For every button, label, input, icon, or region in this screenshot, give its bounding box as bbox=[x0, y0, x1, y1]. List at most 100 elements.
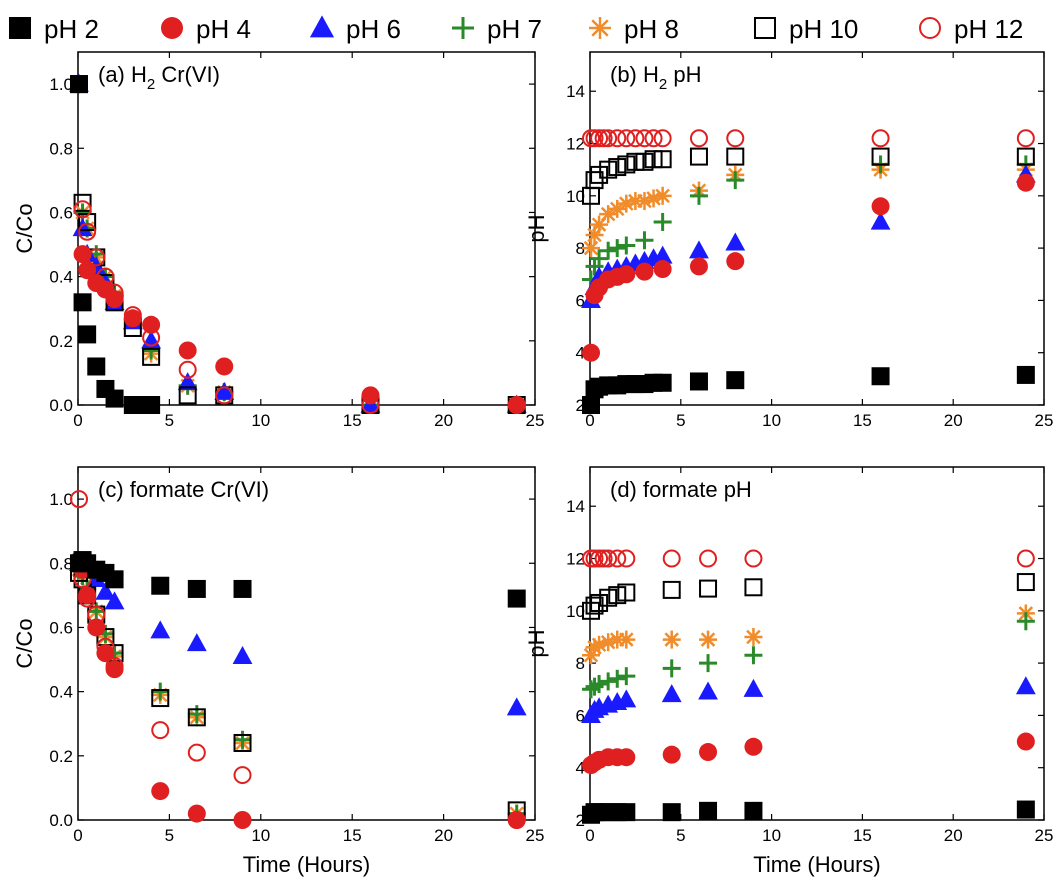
data-point bbox=[635, 152, 654, 171]
plot-frame bbox=[77, 466, 536, 821]
data-point bbox=[689, 257, 708, 276]
data-point bbox=[662, 549, 681, 568]
series-ph-6 bbox=[581, 164, 1036, 309]
data-point bbox=[608, 669, 627, 688]
data-point bbox=[689, 129, 708, 148]
y-tick-label: 0.2 bbox=[49, 332, 73, 351]
data-point bbox=[744, 578, 763, 597]
x-tick-label: 5 bbox=[676, 826, 685, 845]
x-tick-label: 15 bbox=[343, 826, 362, 845]
y-tick-label: 1.0 bbox=[49, 75, 73, 94]
data-point bbox=[233, 733, 252, 752]
data-point bbox=[599, 588, 618, 607]
data-point bbox=[187, 705, 206, 724]
panel-label: (b) H2 pH bbox=[610, 62, 701, 93]
data-point bbox=[96, 637, 115, 656]
data-point bbox=[698, 681, 718, 700]
data-point bbox=[608, 586, 627, 605]
data-point bbox=[582, 239, 600, 258]
data-point bbox=[585, 129, 604, 148]
data-point bbox=[78, 222, 97, 241]
data-point bbox=[653, 150, 672, 169]
data-point bbox=[582, 343, 600, 362]
data-point bbox=[590, 675, 609, 694]
y-axis-title: C/Co bbox=[12, 203, 37, 253]
x-tick-label: 25 bbox=[526, 826, 545, 845]
data-point bbox=[594, 549, 613, 568]
data-point bbox=[608, 129, 627, 148]
data-point bbox=[1016, 612, 1035, 631]
data-point bbox=[599, 672, 618, 691]
data-point bbox=[1016, 147, 1035, 166]
data-point bbox=[599, 241, 618, 260]
data-point bbox=[635, 262, 654, 281]
data-point bbox=[70, 75, 88, 94]
data-point bbox=[689, 372, 708, 391]
data-point bbox=[1016, 573, 1035, 592]
data-point bbox=[594, 129, 613, 148]
series-ph-12 bbox=[582, 549, 1035, 568]
data-point bbox=[699, 579, 718, 598]
data-point bbox=[95, 581, 116, 600]
data-point bbox=[186, 633, 207, 652]
series-ph-12 bbox=[582, 129, 1035, 148]
data-point bbox=[142, 328, 161, 347]
series-ph-10 bbox=[582, 147, 1035, 205]
data-point bbox=[187, 579, 206, 598]
legend-label-ph-4: pH 4 bbox=[196, 14, 251, 44]
data-point bbox=[608, 549, 627, 568]
data-point bbox=[1015, 676, 1036, 695]
y-tick-label: 12 bbox=[566, 550, 585, 569]
data-point bbox=[616, 689, 637, 708]
y-axis-title: pH bbox=[524, 214, 549, 242]
panel-label: (c) formate Cr(VI) bbox=[98, 477, 269, 502]
data-point bbox=[123, 306, 142, 325]
x-tick-label: 5 bbox=[165, 826, 174, 845]
y-tick-label: 12 bbox=[566, 135, 585, 154]
series-group bbox=[69, 490, 527, 829]
y-tick-label: 0.8 bbox=[49, 139, 73, 158]
data-point bbox=[590, 129, 609, 148]
series-ph-8 bbox=[582, 160, 1035, 258]
y-tick-label: 1.0 bbox=[49, 490, 73, 509]
y-tick-label: 14 bbox=[566, 82, 585, 101]
series-ph-8 bbox=[70, 560, 526, 823]
data-point bbox=[585, 549, 604, 568]
data-point bbox=[599, 129, 618, 148]
data-point bbox=[142, 347, 161, 366]
legend-label-ph-10: pH 10 bbox=[789, 14, 858, 44]
data-point bbox=[699, 801, 718, 820]
data-point bbox=[78, 325, 97, 344]
data-point bbox=[96, 267, 115, 286]
y-tick-label: 8 bbox=[576, 654, 585, 673]
data-point bbox=[590, 593, 609, 612]
y-tick-label: 0.6 bbox=[49, 203, 73, 222]
data-point bbox=[617, 667, 636, 686]
data-point bbox=[744, 627, 763, 646]
series-ph-4 bbox=[70, 551, 526, 829]
legend-label-ph-12: pH 12 bbox=[954, 14, 1023, 44]
x-axis-title: Time (Hours) bbox=[243, 852, 371, 877]
legend-label-ph-2: pH 2 bbox=[44, 14, 99, 44]
series-ph-2 bbox=[582, 365, 1035, 414]
data-point bbox=[699, 654, 718, 673]
data-point bbox=[506, 697, 527, 716]
data-point bbox=[142, 396, 161, 414]
data-point bbox=[689, 240, 709, 259]
data-point bbox=[617, 194, 636, 213]
data-point bbox=[626, 152, 645, 171]
series-ph-4 bbox=[582, 732, 1035, 775]
legend-marker-ph-2 bbox=[9, 17, 31, 39]
data-point bbox=[744, 646, 763, 665]
series-ph-2 bbox=[70, 551, 526, 608]
data-point bbox=[105, 290, 124, 309]
legend-marker-ph-7 bbox=[452, 17, 474, 39]
data-point bbox=[87, 357, 106, 376]
data-point bbox=[662, 580, 681, 599]
data-point bbox=[87, 602, 106, 621]
data-point bbox=[726, 371, 745, 390]
data-point bbox=[635, 231, 654, 250]
data-point bbox=[662, 630, 681, 649]
data-point bbox=[96, 644, 115, 663]
data-point bbox=[617, 155, 636, 174]
